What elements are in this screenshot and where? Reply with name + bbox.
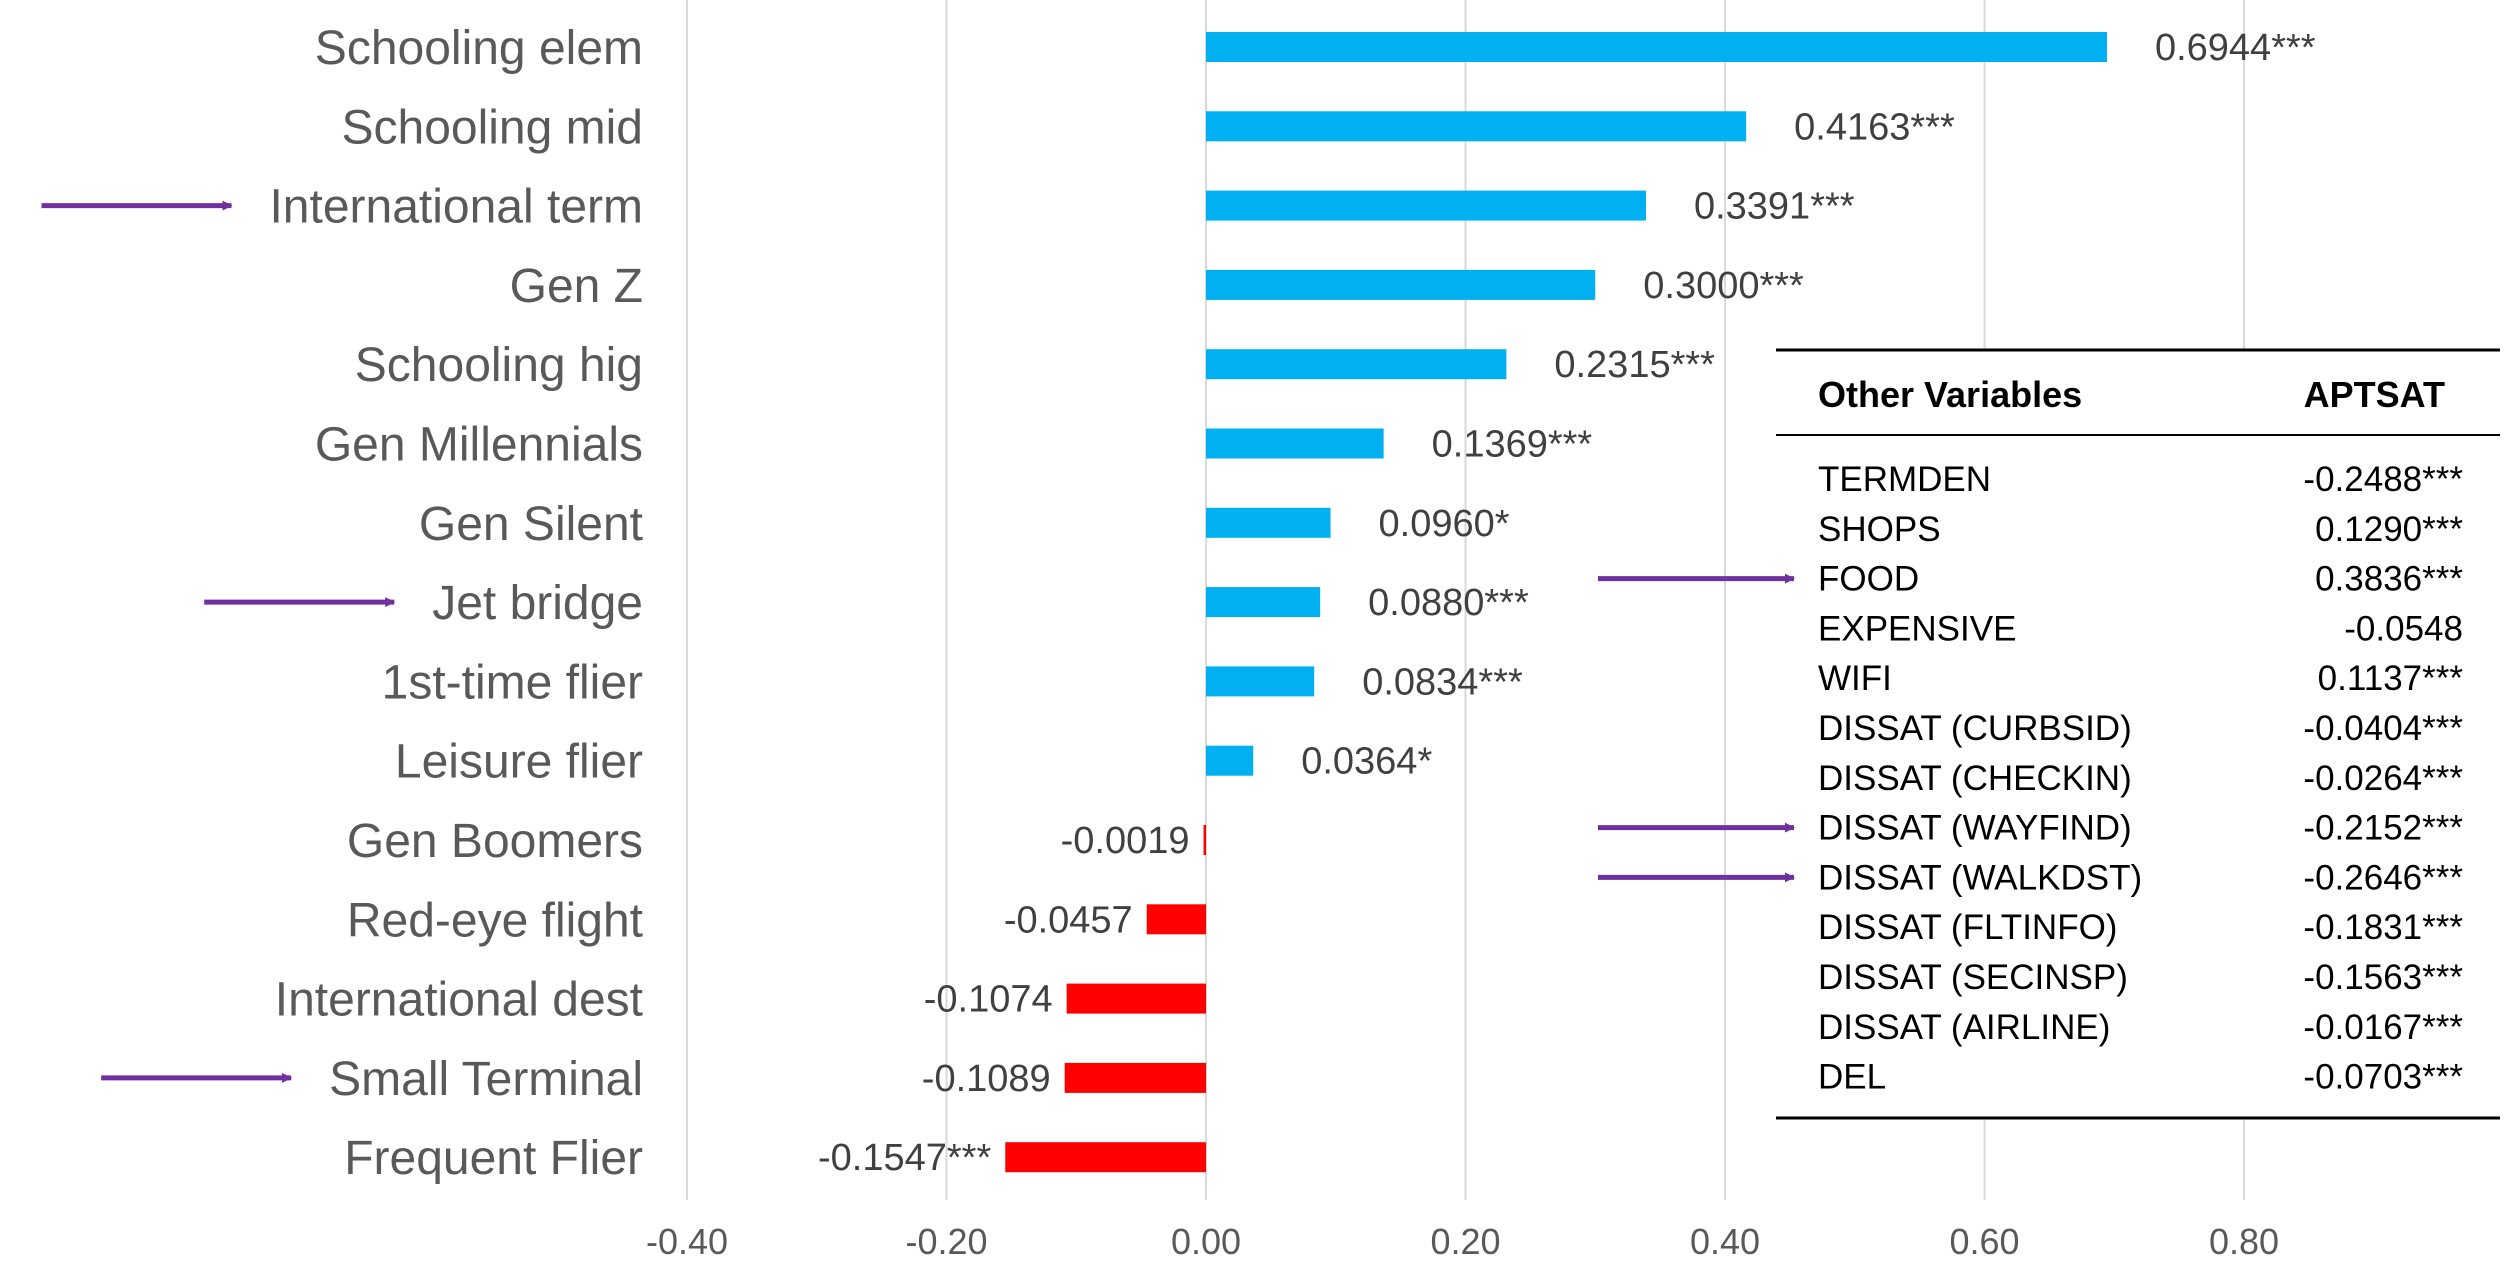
bar [1206, 666, 1315, 697]
bar [1005, 1142, 1206, 1173]
category-label: Gen Millennials [315, 419, 643, 472]
table-row-value: -0.0404*** [2303, 709, 2463, 748]
category-label: Schooling hig [355, 339, 643, 392]
category-label: Gen Z [510, 260, 643, 313]
table-row-name: WIFI [1818, 659, 1892, 698]
table-header-variables: Other Variables [1818, 374, 2082, 415]
table-row-name: DISSAT (AIRLINE) [1818, 1008, 2110, 1047]
bar [1146, 904, 1206, 935]
category-label: Red-eye flight [347, 894, 643, 947]
table-row-name: TERMDEN [1818, 460, 1991, 499]
category-label: International dest [275, 974, 643, 1027]
other-variables-table: Other Variables APTSAT TERMDEN -0.2488*** SH… [1776, 348, 2500, 1120]
table-header-aptsat: APTSAT [2304, 374, 2445, 415]
x-tick-label: 0.80 [2209, 1221, 2279, 1262]
table-row-name: DISSAT (CHECKIN) [1818, 759, 2132, 798]
table-row-value: -0.2488*** [2303, 460, 2463, 499]
table-row-name: FOOD [1818, 560, 1919, 599]
x-tick-label: -0.40 [646, 1221, 728, 1262]
table-row-name: DISSAT (CURBSID) [1818, 709, 2132, 748]
table-row-name: EXPENSIVE [1818, 609, 2016, 648]
x-tick-label: -0.20 [905, 1221, 987, 1262]
data-label: 0.0364* [1301, 741, 1432, 783]
bar [1066, 983, 1206, 1014]
table-row-value: -0.1563*** [2303, 958, 2463, 997]
data-label: -0.0457 [1004, 899, 1133, 941]
bar [1206, 349, 1507, 380]
table-row-value: -0.2152*** [2303, 809, 2463, 848]
data-label: -0.1547*** [818, 1137, 991, 1179]
data-label: -0.0019 [1061, 820, 1190, 862]
bar [1206, 269, 1596, 300]
table-row-value: -0.1831*** [2303, 908, 2463, 947]
data-label: 0.6944*** [2155, 27, 2316, 69]
table-background [1776, 350, 2500, 1120]
category-label: Gen Boomers [347, 815, 643, 868]
data-label: 0.0960* [1379, 503, 1510, 545]
bar [1206, 190, 1646, 221]
data-label: -0.1089 [922, 1058, 1051, 1100]
table-row-name: DISSAT (WAYFIND) [1818, 809, 2132, 848]
data-label: -0.1074 [924, 979, 1053, 1021]
category-label: 1st-time flier [382, 656, 643, 709]
x-axis-tick-labels: -0.40 -0.20 0.00 0.20 0.40 0.60 0.80 [646, 1221, 2279, 1262]
bar [1206, 32, 2107, 62]
bar [1206, 428, 1384, 459]
category-labels: Schooling elem Schooling mid International… [269, 22, 643, 1185]
bar [1203, 825, 1206, 855]
table-row-value: 0.1290*** [2315, 510, 2463, 549]
data-label: 0.0880*** [1368, 582, 1529, 624]
table-row-value: -0.0167*** [2303, 1008, 2463, 1047]
table-row-name: SHOPS [1818, 510, 1941, 549]
bar [1064, 1062, 1206, 1093]
bar [1206, 745, 1254, 776]
table-row-value: -0.0548 [2344, 609, 2463, 648]
category-label: Small Terminal [329, 1053, 643, 1106]
category-label: Leisure flier [395, 736, 643, 789]
table-row-value: 0.3836*** [2315, 560, 2463, 599]
data-label: 0.3391*** [1694, 186, 1855, 228]
category-label: Schooling mid [342, 101, 644, 154]
data-label: 0.1369*** [1432, 424, 1593, 466]
table-row-value: -0.0703*** [2303, 1058, 2463, 1097]
bar [1206, 587, 1321, 618]
highlight-arrows [41, 200, 1795, 1083]
bars [1005, 32, 2107, 1173]
data-label: 0.3000*** [1643, 265, 1804, 307]
table-row-name: DEL [1818, 1058, 1886, 1097]
x-tick-label: 0.00 [1171, 1221, 1241, 1262]
data-labels: 0.6944*** 0.4163*** 0.3391*** 0.3000*** 0.23… [818, 27, 2316, 1179]
x-tick-label: 0.60 [1949, 1221, 2019, 1262]
category-label: Jet bridge [432, 577, 643, 630]
category-label: International term [269, 181, 643, 234]
table-row-name: DISSAT (SECINSP) [1818, 958, 2128, 997]
x-tick-label: 0.20 [1430, 1221, 1500, 1262]
table-row-value: -0.2646*** [2303, 858, 2463, 897]
table-row-name: DISSAT (WALKDST) [1818, 858, 2142, 897]
table-row-value: 0.1137*** [2318, 659, 2464, 698]
table-row-value: -0.0264*** [2303, 759, 2463, 798]
data-label: 0.4163*** [1794, 106, 1955, 148]
category-label: Schooling elem [315, 22, 643, 75]
data-label: 0.0834*** [1362, 661, 1523, 703]
x-tick-label: 0.40 [1690, 1221, 1760, 1262]
bar [1206, 507, 1331, 538]
data-label: 0.2315*** [1554, 344, 1715, 386]
bar [1206, 111, 1747, 142]
category-label: Frequent Flier [344, 1132, 643, 1185]
table-row-name: DISSAT (FLTINFO) [1818, 908, 2117, 947]
category-label: Gen Silent [419, 498, 643, 551]
